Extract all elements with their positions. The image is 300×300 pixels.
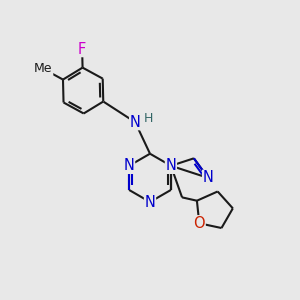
Text: N: N bbox=[124, 158, 134, 173]
Text: N: N bbox=[166, 158, 176, 173]
Text: N: N bbox=[202, 170, 214, 185]
Text: O: O bbox=[194, 216, 205, 231]
Text: N: N bbox=[145, 194, 155, 209]
Text: Me: Me bbox=[34, 62, 53, 75]
Text: H: H bbox=[143, 112, 153, 125]
Text: F: F bbox=[78, 41, 86, 56]
Text: N: N bbox=[130, 115, 141, 130]
